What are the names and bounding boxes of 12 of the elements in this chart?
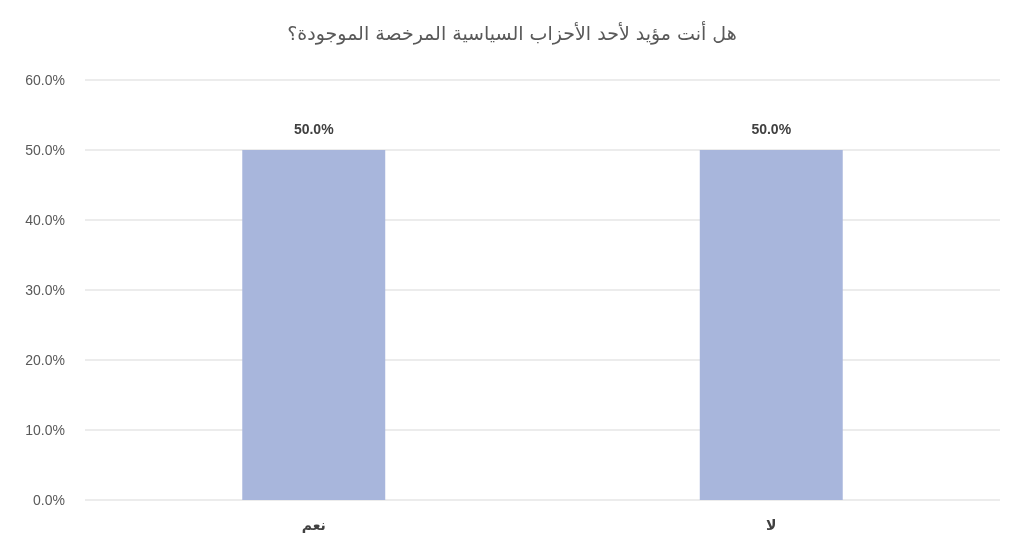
y-tick-label: 40.0% xyxy=(25,212,65,228)
data-label: 50.0% xyxy=(751,121,792,137)
y-tick-label: 60.0% xyxy=(25,72,65,88)
chart-title: هل أنت مؤيد لأحد الأحزاب السياسية المرخصة الموجودة؟ xyxy=(287,21,737,45)
x-tick-label: لا xyxy=(766,517,777,533)
y-tick-label: 0.0% xyxy=(33,492,65,508)
data-label: 50.0% xyxy=(293,121,335,137)
y-tick-label: 20.0% xyxy=(25,352,65,368)
y-tick-label: 50.0% xyxy=(25,142,65,158)
y-tick-label: 10.0% xyxy=(25,422,65,438)
x-tick-label: نعم xyxy=(301,517,326,533)
y-tick-label: 30.0% xyxy=(25,282,65,298)
